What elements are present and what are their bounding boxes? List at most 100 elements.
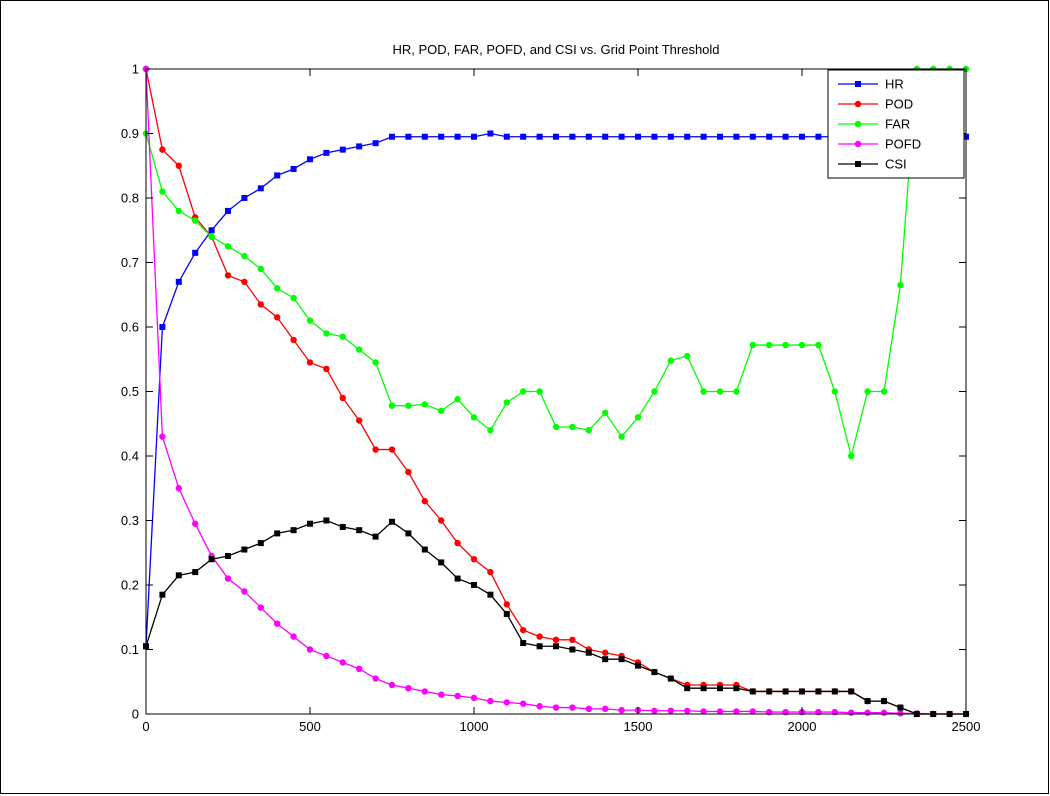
data-point-pod	[257, 301, 264, 308]
data-point-csi	[290, 527, 297, 534]
data-point-hr	[225, 207, 231, 214]
data-point-pofd	[290, 633, 297, 640]
data-point-far	[880, 388, 888, 395]
data-point-csi	[241, 546, 248, 553]
data-point-csi	[848, 688, 855, 695]
data-point-pod	[274, 314, 281, 321]
data-point-csi	[405, 530, 412, 537]
data-point-far	[520, 388, 527, 395]
data-point-hr	[192, 249, 199, 256]
y-tick-label: 0.5	[121, 384, 139, 399]
data-point-hr	[553, 133, 559, 140]
data-point-far	[618, 433, 625, 440]
data-point-csi	[684, 685, 691, 692]
data-point-pod	[421, 497, 428, 505]
data-point-csi	[553, 643, 559, 650]
data-point-pofd	[880, 709, 888, 716]
data-point-far	[552, 423, 560, 431]
data-point-pod	[405, 468, 412, 476]
data-point-pofd	[684, 707, 691, 714]
data-point-far	[864, 388, 871, 395]
data-point-far	[503, 399, 510, 406]
data-point-csi	[733, 685, 740, 692]
legend-label-hr: HR	[885, 77, 904, 92]
data-point-far	[372, 359, 379, 366]
legend: HR POD FAR POFD CSI	[827, 69, 965, 179]
data-point-hr	[733, 133, 740, 140]
data-point-pofd	[618, 706, 625, 714]
data-point-hr	[651, 133, 658, 140]
data-point-pofd	[306, 646, 314, 653]
data-point-csi	[782, 688, 789, 695]
data-point-far	[224, 243, 232, 250]
data-point-pofd	[388, 681, 396, 689]
data-point-hr	[356, 143, 363, 150]
data-point-hr	[635, 133, 641, 140]
data-point-hr	[717, 133, 723, 140]
data-point-pod	[356, 417, 363, 424]
data-point-far	[274, 285, 281, 292]
data-point-hr	[175, 278, 182, 285]
data-point-pofd	[897, 710, 904, 717]
data-point-far	[438, 407, 445, 415]
data-point-hr	[749, 133, 756, 140]
data-point-csi	[897, 704, 904, 711]
data-point-hr	[323, 149, 330, 156]
data-point-far	[487, 427, 494, 434]
data-point-far	[798, 341, 806, 349]
data-point-pofd	[585, 705, 592, 713]
x-tick-label: 0	[142, 719, 149, 734]
data-point-pofd	[454, 692, 461, 700]
data-point-far	[536, 388, 543, 395]
data-point-csi	[471, 582, 477, 588]
data-point-hr	[471, 133, 477, 140]
data-point-pofd	[667, 707, 674, 714]
legend-item-csi: CSI	[838, 157, 907, 172]
data-point-far	[339, 333, 346, 340]
data-point-pofd	[700, 708, 707, 715]
data-point-csi	[372, 533, 379, 540]
data-point-pod	[388, 446, 396, 453]
data-point-hr	[700, 133, 707, 140]
legend-item-hr: HR	[838, 77, 904, 92]
data-point-pod	[569, 636, 576, 644]
data-point-csi	[618, 656, 625, 663]
data-point-pod	[290, 336, 297, 344]
data-point-csi	[864, 698, 871, 705]
data-point-pofd	[749, 708, 756, 715]
data-point-csi	[815, 688, 822, 695]
data-point-far	[356, 346, 363, 353]
data-point-pofd	[323, 652, 330, 660]
data-point-csi	[487, 591, 494, 598]
data-point-pod	[487, 568, 494, 576]
data-point-far	[257, 265, 264, 273]
data-point-hr	[815, 133, 822, 140]
data-point-pod	[520, 626, 527, 634]
data-point-pofd	[372, 675, 379, 682]
data-point-far	[782, 341, 789, 349]
data-point-pod	[454, 539, 461, 547]
legend-label-pod: POD	[885, 97, 913, 112]
data-point-csi	[749, 688, 756, 695]
data-point-hr	[766, 133, 773, 140]
data-point-far	[192, 217, 199, 224]
data-point-hr	[307, 156, 313, 163]
x-tick-label: 2000	[788, 719, 817, 734]
data-point-hr	[274, 172, 281, 179]
data-point-far	[897, 281, 904, 289]
data-point-hr	[241, 195, 248, 201]
legend-marker-csi	[855, 161, 861, 167]
chart-title: HR, POD, FAR, POFD, and CSI vs. Grid Poi…	[392, 42, 719, 57]
data-point-pofd	[339, 659, 346, 666]
legend-label-pofd: POFD	[885, 137, 921, 152]
data-point-hr	[290, 165, 297, 172]
data-point-far	[749, 341, 756, 349]
data-point-pofd	[470, 694, 478, 702]
data-point-csi	[585, 649, 592, 656]
legend-marker-pofd	[854, 140, 862, 148]
data-point-far	[290, 294, 297, 302]
data-point-csi	[717, 685, 723, 692]
data-point-pofd	[274, 620, 281, 627]
legend-marker-pod	[854, 100, 862, 108]
data-point-far	[831, 388, 838, 395]
